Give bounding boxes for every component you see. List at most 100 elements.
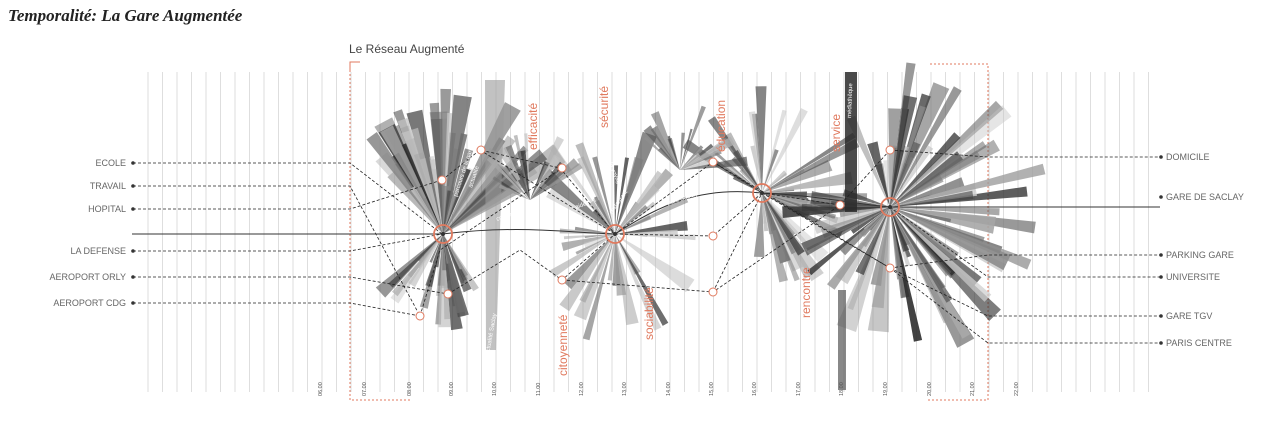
ribbon-shape xyxy=(650,125,680,170)
ribbon-shape xyxy=(615,205,648,234)
time-tick: 06.00 xyxy=(318,382,324,396)
ribbon-shape xyxy=(801,207,890,256)
ribbon-shape xyxy=(890,207,923,342)
right-destinations: DOMICILE GARE DE SACLAY PARKING GARE UNI… xyxy=(1159,152,1244,348)
ribbon-shape xyxy=(530,163,583,200)
ribbon-shape xyxy=(870,207,890,286)
ribbon-shape xyxy=(559,234,615,312)
ribbon-shape xyxy=(366,132,443,234)
stop-circle xyxy=(835,200,845,210)
ribbon-shape xyxy=(890,207,952,223)
ribbon-shape xyxy=(762,193,810,248)
left-destinations: ECOLE TRAVAIL HOPITAL LA DEFENSE AEROPOR… xyxy=(49,158,135,308)
ribbon-shape xyxy=(680,156,717,170)
hub-layer xyxy=(415,145,900,321)
ribbon-shape xyxy=(559,228,615,234)
ribbon-shape xyxy=(612,234,621,286)
ribbon-shape xyxy=(517,179,530,200)
ribbon-shape xyxy=(667,137,680,170)
ribbon-shape xyxy=(550,234,615,278)
ribbon-shape xyxy=(574,226,615,234)
left-dest-dot xyxy=(131,207,135,211)
ribbon-shape xyxy=(573,234,615,321)
stop-circle xyxy=(476,145,486,155)
ribbon-shape xyxy=(748,111,762,193)
ribbon-shape xyxy=(890,95,918,207)
ribbon-shape xyxy=(890,190,974,207)
theme-labels: efficacité sécurité éducation service ci… xyxy=(526,86,843,376)
ribbon-shape xyxy=(890,141,921,207)
ribbon-shape xyxy=(643,136,680,170)
left-dest-dot xyxy=(131,249,135,253)
dashed-route xyxy=(712,161,891,269)
ribbon-shape xyxy=(615,170,664,234)
dashed-route xyxy=(133,185,421,317)
dashed-route xyxy=(419,167,563,317)
ribbon-shape xyxy=(890,150,981,207)
ribbon-shape xyxy=(890,177,965,207)
theme-label: sociabilité xyxy=(642,287,656,340)
time-tick: 19.00 xyxy=(883,382,889,396)
ribbon-shape xyxy=(614,165,619,234)
ribbon-shape xyxy=(410,186,443,234)
ribbon-shape xyxy=(530,154,561,200)
stop-circle xyxy=(708,231,718,241)
right-dest-dot xyxy=(1159,155,1163,159)
ribbon-shape xyxy=(890,151,964,207)
ribbon-shape xyxy=(546,187,615,234)
ribbon-shape xyxy=(408,234,443,288)
theme-label: citoyenneté xyxy=(556,314,570,376)
left-dest-label: LA DEFENSE xyxy=(70,246,126,256)
ribbon-shape xyxy=(530,172,552,200)
dashed-route xyxy=(889,206,1160,278)
left-dest-label: AEROPORT CDG xyxy=(53,298,126,308)
ribbon-shape xyxy=(762,173,787,193)
stop-circle xyxy=(557,163,567,173)
ribbon-shape xyxy=(680,128,693,170)
left-dest-label: AEROPORT ORLY xyxy=(49,272,126,282)
ribbon-shape xyxy=(890,207,952,277)
ribbon-shape xyxy=(753,193,765,258)
ribbon-shape xyxy=(615,196,689,234)
ribbon-shape xyxy=(739,169,762,193)
time-tick: 21.00 xyxy=(970,382,976,396)
ribbon-shape xyxy=(443,234,469,318)
ribbon-shape xyxy=(762,109,787,193)
stop-circle xyxy=(557,275,567,285)
dashed-route xyxy=(889,149,1160,158)
ribbon-shape xyxy=(762,193,800,282)
ribbon-shape xyxy=(650,111,680,170)
time-tick: 07.00 xyxy=(362,382,368,396)
left-dest-dot xyxy=(131,275,135,279)
ribbon-shape xyxy=(607,234,615,281)
ribbon-shape xyxy=(575,234,615,255)
ribbon-shape xyxy=(890,207,910,252)
ribbon-shape xyxy=(890,207,1006,273)
ribbon-shape xyxy=(890,207,959,261)
right-dest-label: GARE TGV xyxy=(1166,311,1212,321)
ribbon-shape xyxy=(615,156,644,234)
right-dest-dot xyxy=(1159,314,1163,318)
ribbon-shape xyxy=(762,138,860,193)
ribbon-shape xyxy=(429,102,443,234)
ribbon-shape xyxy=(615,234,662,331)
ribbon-shape xyxy=(579,234,615,303)
hub-center xyxy=(613,232,617,236)
time-tick: 22.00 xyxy=(1014,382,1020,396)
ribbon-shape xyxy=(615,157,629,234)
dashed-route xyxy=(712,192,763,293)
theme-label: éducation xyxy=(714,100,728,152)
ribbon-shape xyxy=(871,207,890,309)
ribbon-shape xyxy=(432,234,443,264)
hub-circle xyxy=(605,224,625,244)
ribbon-shape xyxy=(750,145,762,193)
ribbon-shape xyxy=(890,207,1000,216)
hub-circle xyxy=(752,183,772,203)
time-tick: 08.00 xyxy=(407,382,413,396)
ribbon-shape xyxy=(615,234,639,326)
left-dest-label: ECOLE xyxy=(95,158,126,168)
ribbon-shape xyxy=(762,193,788,283)
hub-center xyxy=(441,232,445,236)
right-dest-dot xyxy=(1159,195,1163,199)
